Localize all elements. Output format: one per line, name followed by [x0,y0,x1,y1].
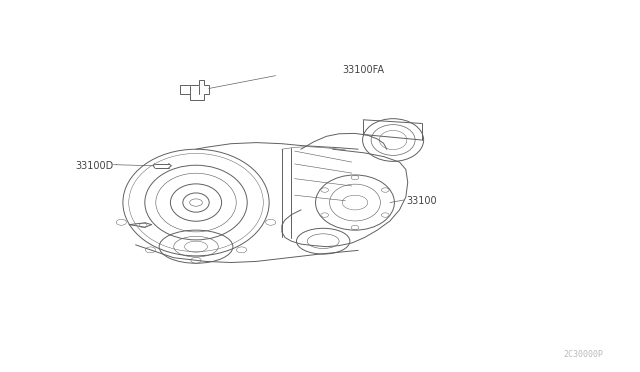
Text: 33100D: 33100D [76,161,113,171]
Text: 2C30000P: 2C30000P [563,350,603,359]
Text: 33100: 33100 [406,196,436,206]
Text: 33100FA: 33100FA [342,65,384,75]
